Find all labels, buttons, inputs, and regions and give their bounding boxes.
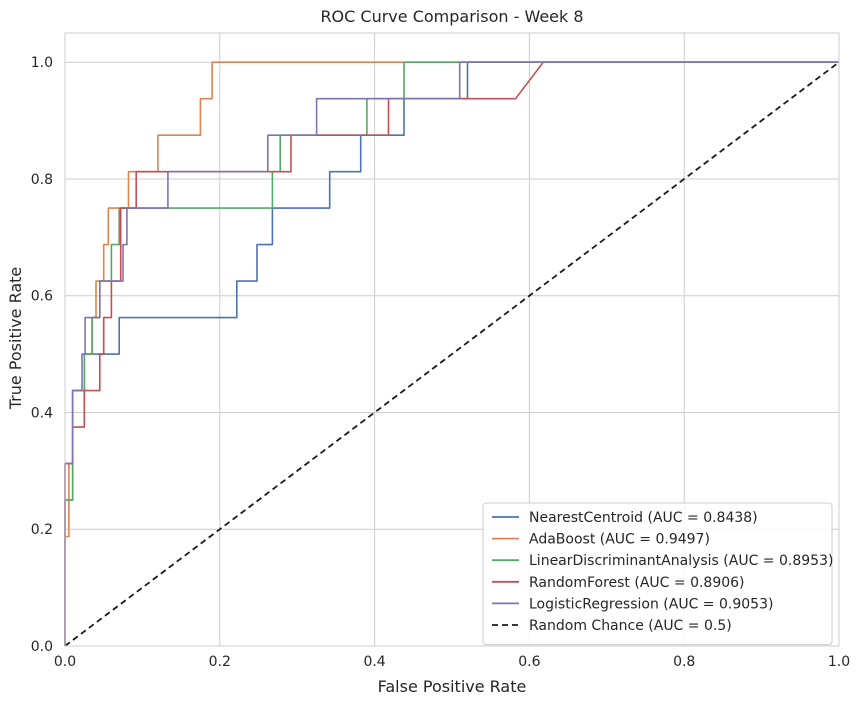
y-axis-label: True Positive Rate: [6, 267, 25, 411]
legend-label: NearestCentroid (AUC = 0.8438): [529, 510, 758, 526]
x-tick-labels: 0.0 0.2 0.4 0.6 0.8 1.0: [54, 654, 850, 670]
y-tick-label: 1.0: [31, 55, 53, 71]
y-tick-label: 0.8: [31, 172, 53, 188]
series-lines: [64, 61, 840, 647]
x-tick-label: 0.8: [673, 654, 695, 670]
x-tick-label: 0.4: [363, 654, 385, 670]
series-line-5: [64, 61, 840, 647]
legend-box: [482, 502, 833, 646]
legend-label: Random Chance (AUC = 0.5): [529, 618, 732, 634]
x-tick-label: 0.2: [209, 654, 231, 670]
y-tick-label: 0.0: [31, 639, 53, 655]
legend: NearestCentroid (AUC = 0.8438) AdaBoost (…: [482, 502, 833, 646]
y-tick-label: 0.2: [31, 522, 53, 538]
y-tick-labels: 0.0 0.2 0.4 0.6 0.8 1.0: [31, 55, 53, 655]
legend-label: AdaBoost (AUC = 0.9497): [529, 532, 710, 548]
plot-frame: [64, 32, 840, 647]
legend-label: RandomForest (AUC = 0.8906): [529, 575, 745, 591]
series-line-4: [64, 61, 839, 646]
x-tick-label: 1.0: [828, 654, 850, 670]
y-tick-label: 0.4: [31, 405, 53, 421]
x-axis-label: False Positive Rate: [378, 677, 527, 696]
legend-label: LogisticRegression (AUC = 0.9053): [529, 596, 773, 612]
y-tick-label: 0.6: [31, 289, 53, 305]
x-tick-label: 0.6: [518, 654, 540, 670]
legend-label: LinearDiscriminantAnalysis (AUC = 0.8953…: [529, 553, 833, 569]
chart-title: ROC Curve Comparison - Week 8: [320, 7, 583, 26]
x-tick-label: 0.0: [54, 654, 76, 670]
